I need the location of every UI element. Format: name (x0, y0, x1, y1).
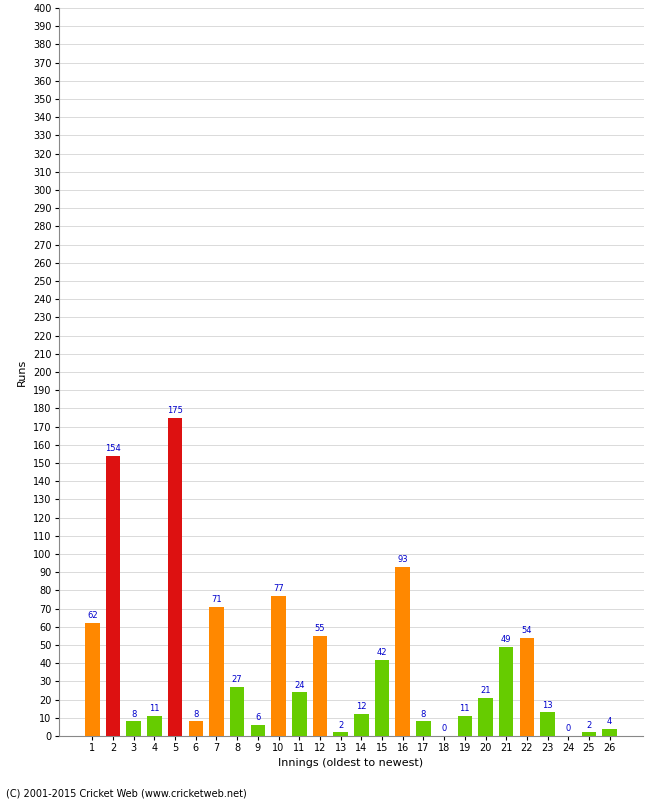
Text: 8: 8 (131, 710, 136, 718)
Text: 2: 2 (338, 721, 343, 730)
Bar (333, 732, 348, 736)
Text: 175: 175 (167, 406, 183, 414)
Text: 11: 11 (460, 704, 470, 714)
Text: 13: 13 (542, 701, 553, 710)
Bar (251, 725, 265, 736)
Bar (230, 687, 244, 736)
Text: 71: 71 (211, 595, 222, 604)
Y-axis label: Runs: Runs (18, 358, 27, 386)
Text: (C) 2001-2015 Cricket Web (www.cricketweb.net): (C) 2001-2015 Cricket Web (www.cricketwe… (6, 789, 247, 798)
Text: 77: 77 (273, 584, 284, 593)
Text: 93: 93 (397, 555, 408, 564)
Bar (603, 729, 617, 736)
Bar (85, 623, 99, 736)
Text: 24: 24 (294, 681, 304, 690)
Bar (458, 716, 472, 736)
Bar (582, 732, 596, 736)
Bar (313, 636, 327, 736)
Text: 49: 49 (501, 635, 512, 644)
Text: 6: 6 (255, 714, 261, 722)
Text: 154: 154 (105, 444, 121, 453)
Text: 8: 8 (421, 710, 426, 718)
Bar (416, 722, 431, 736)
X-axis label: Innings (oldest to newest): Innings (oldest to newest) (278, 758, 424, 769)
Bar (540, 712, 555, 736)
Bar (147, 716, 162, 736)
Bar (354, 714, 369, 736)
Text: 12: 12 (356, 702, 367, 711)
Text: 2: 2 (586, 721, 592, 730)
Text: 21: 21 (480, 686, 491, 695)
Bar (519, 638, 534, 736)
Text: 55: 55 (315, 624, 325, 633)
Bar (127, 722, 141, 736)
Bar (271, 596, 286, 736)
Bar (209, 606, 224, 736)
Text: 11: 11 (149, 704, 160, 714)
Text: 62: 62 (87, 611, 98, 621)
Text: 27: 27 (232, 675, 242, 684)
Bar (106, 456, 120, 736)
Text: 8: 8 (193, 710, 198, 718)
Text: 42: 42 (377, 648, 387, 657)
Bar (292, 692, 307, 736)
Text: 0: 0 (566, 724, 571, 734)
Bar (168, 418, 183, 736)
Bar (395, 566, 410, 736)
Bar (375, 659, 389, 736)
Text: 4: 4 (607, 717, 612, 726)
Bar (188, 722, 203, 736)
Text: 0: 0 (441, 724, 447, 734)
Text: 54: 54 (522, 626, 532, 635)
Bar (499, 647, 514, 736)
Bar (478, 698, 493, 736)
